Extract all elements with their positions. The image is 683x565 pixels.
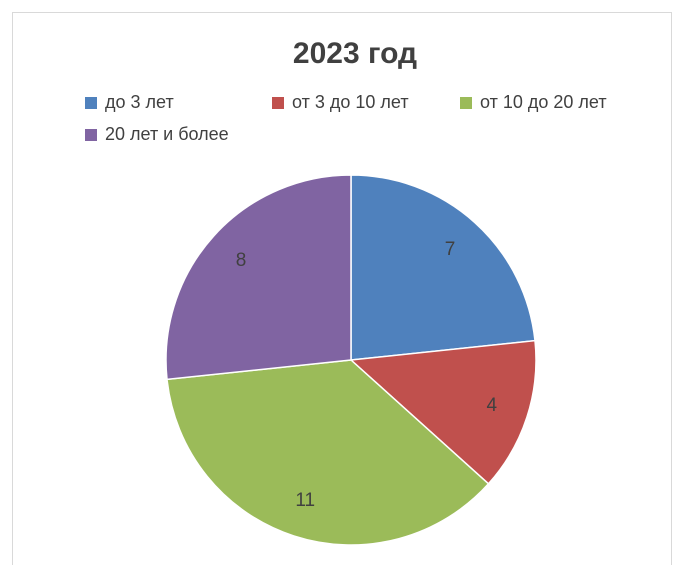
- pie-slice: [349, 339, 537, 485]
- legend-label: от 3 до 10 лет: [292, 92, 409, 112]
- legend-swatch: [272, 97, 284, 109]
- legend-swatch: [85, 97, 97, 109]
- chart-title: 2023 год: [293, 37, 417, 70]
- pie-slice: [350, 174, 536, 361]
- legend-swatch: [85, 129, 97, 141]
- data-label: 11: [295, 490, 315, 511]
- pie-slice: [166, 359, 490, 546]
- data-label: 4: [486, 395, 497, 416]
- pie-slice: [165, 174, 352, 381]
- legend-swatch: [460, 97, 472, 109]
- legend-label: от 10 до 20 лет: [480, 92, 607, 112]
- legend-label: до 3 лет: [105, 92, 174, 112]
- data-label: 8: [236, 250, 247, 271]
- data-label: 7: [445, 239, 456, 260]
- legend-label: 20 лет и более: [105, 124, 229, 144]
